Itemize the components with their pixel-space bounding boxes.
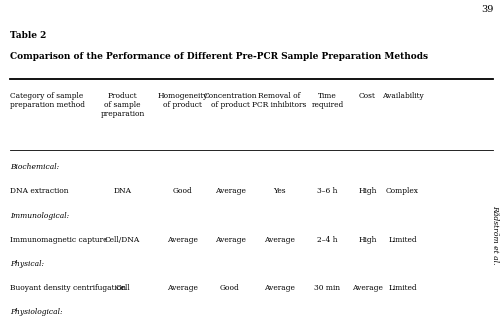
- Text: Homogeneity
of product: Homogeneity of product: [158, 92, 208, 109]
- Text: Yes: Yes: [272, 187, 285, 195]
- Text: Availability: Availability: [382, 92, 424, 100]
- Text: Average: Average: [214, 236, 246, 244]
- Text: Removal of
PCR inhibitors: Removal of PCR inhibitors: [252, 92, 306, 109]
- Text: Average: Average: [352, 284, 383, 292]
- Text: Physiological:: Physiological:: [10, 308, 62, 317]
- Text: Time
required: Time required: [312, 92, 344, 109]
- Text: 30 min: 30 min: [314, 284, 340, 292]
- Text: High: High: [358, 236, 376, 244]
- Text: Cost: Cost: [359, 92, 376, 100]
- Text: Good: Good: [220, 284, 240, 292]
- Text: Good: Good: [172, 187, 193, 195]
- Text: Physical:: Physical:: [10, 260, 44, 268]
- Text: 39: 39: [482, 5, 494, 14]
- Text: DNA: DNA: [114, 187, 132, 195]
- Text: Average: Average: [264, 236, 294, 244]
- Text: 3–6 h: 3–6 h: [318, 187, 338, 195]
- Text: Average: Average: [264, 284, 294, 292]
- Text: Buoyant density centrifugation: Buoyant density centrifugation: [10, 284, 126, 292]
- Text: Product
of sample
preparation: Product of sample preparation: [100, 92, 144, 119]
- Text: Immunomagnetic capture: Immunomagnetic capture: [10, 236, 108, 244]
- Text: Table 2: Table 2: [10, 31, 46, 40]
- Text: Concentration
of product: Concentration of product: [203, 92, 257, 109]
- Text: 2–4 h: 2–4 h: [318, 236, 338, 244]
- Text: Biochemical:: Biochemical:: [10, 163, 59, 171]
- Text: Limited: Limited: [388, 284, 417, 292]
- Text: Cell: Cell: [115, 284, 130, 292]
- Text: Average: Average: [167, 236, 198, 244]
- Text: Category of sample
preparation method: Category of sample preparation method: [10, 92, 85, 109]
- Text: DNA extraction: DNA extraction: [10, 187, 68, 195]
- Text: Average: Average: [167, 284, 198, 292]
- Text: Complex: Complex: [386, 187, 419, 195]
- Text: Average: Average: [214, 187, 246, 195]
- Text: Limited: Limited: [388, 236, 417, 244]
- Text: Cell/DNA: Cell/DNA: [105, 236, 140, 244]
- Text: Rådström et al.: Rådström et al.: [491, 205, 499, 265]
- Text: Comparison of the Performance of Different Pre-PCR Sample Preparation Methods: Comparison of the Performance of Differe…: [10, 52, 428, 61]
- Text: Immunological:: Immunological:: [10, 212, 69, 220]
- Text: High: High: [358, 187, 376, 195]
